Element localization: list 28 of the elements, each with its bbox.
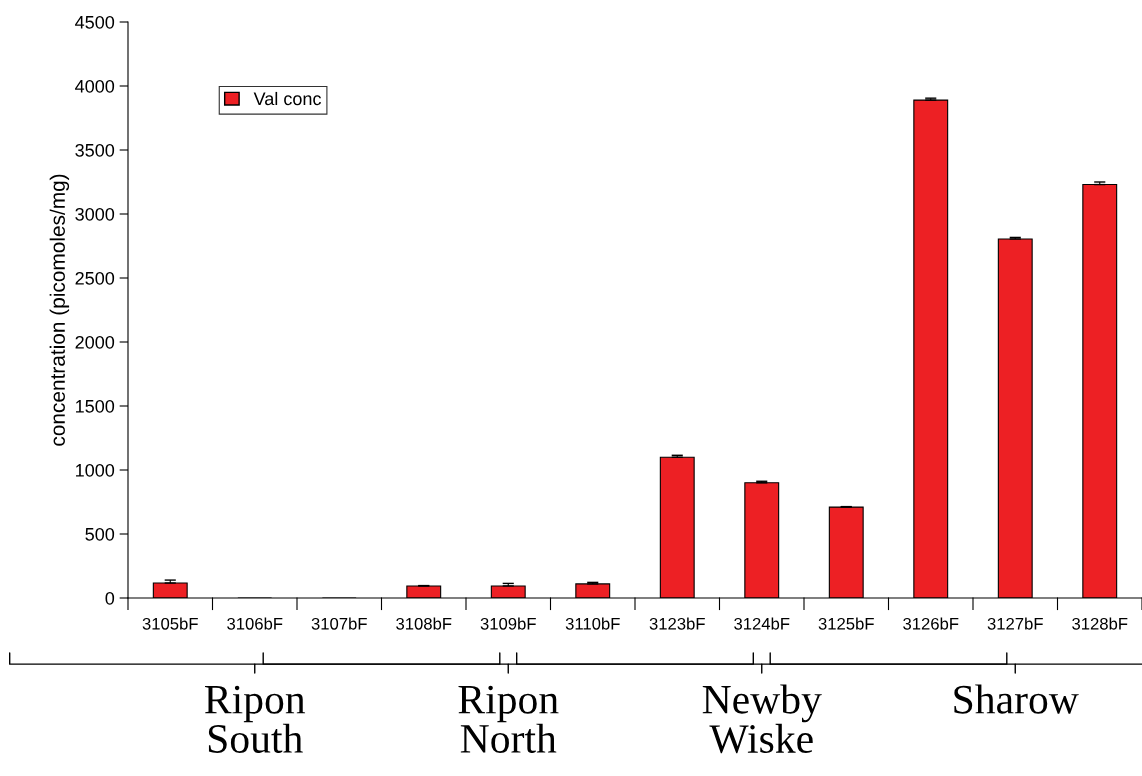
text: Newby Wiske (702, 684, 822, 754)
x-tick-label: 3106bF (227, 617, 283, 630)
y-tick-label: 3000 (75, 207, 115, 221)
x-tick-label: 3123bF (649, 617, 705, 630)
y-tick-label: 4500 (75, 15, 115, 29)
y-tick-label: 500 (85, 527, 115, 541)
y-tick-label: 0 (105, 591, 115, 605)
x-tick-label: 3125bF (818, 617, 874, 630)
y-tick-label: 1000 (76, 463, 115, 477)
y-tick-label: 1500 (76, 399, 115, 413)
x-tick-label: 3105bF (142, 617, 198, 630)
y-tick-label: 2000 (75, 335, 115, 349)
x-tick-label: 3109bF (480, 617, 536, 630)
text: Ripon South (205, 685, 306, 753)
y-tick-label: 3500 (75, 143, 115, 157)
x-tick-label: 3128bF (1072, 617, 1128, 630)
x-tick-label: 3126bF (903, 617, 959, 630)
y-tick-label: 4000 (75, 79, 115, 93)
x-tick-label: 3124bF (734, 617, 790, 630)
x-tick-label: 3127bF (987, 617, 1043, 630)
x-tick-label: 3107bF (311, 617, 367, 630)
x-tick-label: 3108bF (396, 617, 452, 630)
text: Sharow (954, 684, 1079, 714)
x-tick-label: 3110bF (565, 617, 620, 630)
y-tick-label: 2500 (75, 271, 115, 285)
y-axis-title: concentration (picomoles/mg) (49, 174, 70, 446)
text: Ripon North (458, 685, 559, 753)
legend-label: Val conc (253, 91, 322, 106)
